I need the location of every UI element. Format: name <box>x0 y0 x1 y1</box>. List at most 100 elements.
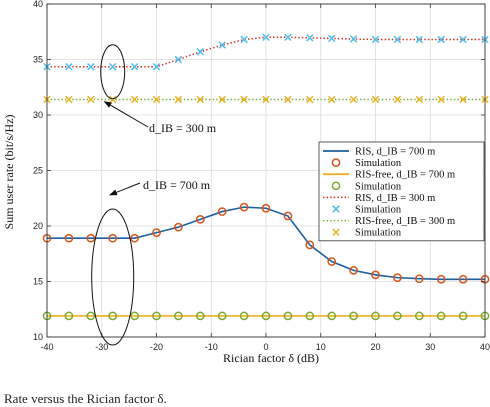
series-5-point <box>152 62 161 71</box>
series-7-point-stroke-b <box>349 95 358 104</box>
series-3-point <box>86 311 96 321</box>
legend-entry-4: RIS, d_IB = 300 m <box>355 193 435 204</box>
ellipse-700m <box>91 208 135 346</box>
series-3-point <box>327 311 337 321</box>
series-7-point <box>240 95 248 104</box>
legend-swatch-3 <box>331 181 341 191</box>
x-tick-label: -20 <box>150 342 163 352</box>
series-7-point <box>218 95 226 104</box>
series-7-point <box>306 95 314 104</box>
series-3-point <box>64 311 74 321</box>
series-0 <box>47 206 485 281</box>
series-3-point <box>130 311 139 321</box>
series-7-point <box>349 95 358 104</box>
series-1-point <box>261 203 271 213</box>
y-tick-label: 10 <box>33 332 43 342</box>
series-1-point <box>414 274 424 284</box>
series-7-point-stroke-b <box>240 95 248 104</box>
series-5-point <box>262 33 270 42</box>
series-1-point <box>108 233 118 243</box>
x-tick-label: -30 <box>95 342 108 352</box>
ellipse-300m <box>100 44 126 100</box>
series-layer <box>42 33 490 321</box>
series-0-line <box>47 206 485 281</box>
series-5 <box>43 33 489 71</box>
series-7-point <box>196 95 205 104</box>
series-3-point <box>108 311 118 321</box>
series-5-point <box>130 62 139 71</box>
series-5-point <box>371 35 380 44</box>
series-1-point <box>174 222 183 232</box>
series-1-point <box>327 257 337 266</box>
series-5-point <box>393 35 402 44</box>
series-1-point <box>239 202 249 212</box>
series-5-point <box>459 35 467 44</box>
series-5-point <box>349 35 358 43</box>
series-5-point <box>240 35 248 44</box>
series-1-point <box>458 274 468 284</box>
series-7-point <box>327 95 336 104</box>
legend-entry-5: Simulation <box>355 205 402 216</box>
series-1-point <box>305 240 315 250</box>
series-7-point <box>65 95 73 104</box>
y-tick-label: 15 <box>33 277 43 287</box>
series-1-point <box>349 266 358 275</box>
y-axis-label: Sum user rate (bit/s/Hz) <box>2 115 16 230</box>
series-7-point-stroke-b <box>393 95 402 104</box>
series-5-point-stroke-b <box>284 33 292 42</box>
annotation-700m: d_IB = 700 m <box>143 178 211 192</box>
series-7-point <box>459 95 467 104</box>
legend-entry-0: RIS, d_IB = 700 m <box>355 147 435 158</box>
series-7-point-stroke-b <box>459 95 467 104</box>
series-5-point-stroke-b <box>174 55 183 64</box>
series-5-point <box>218 41 226 49</box>
plot-frame <box>46 3 486 338</box>
series-5-point-stroke-b <box>459 35 467 44</box>
series-5-point <box>196 47 205 56</box>
series-3-point <box>371 311 380 321</box>
legend-entry-3: Simulation <box>355 181 402 192</box>
legend-box <box>318 141 485 242</box>
series-7-point-stroke-b <box>327 95 336 104</box>
series-7-point-stroke-b <box>174 95 183 104</box>
series-7-point <box>108 95 117 104</box>
legend-entry-6: RIS-free, d_IB = 300 m <box>355 216 455 227</box>
series-5-point <box>306 34 314 42</box>
series-3-point <box>305 311 315 321</box>
series-3-point <box>436 311 446 321</box>
series-7-point <box>393 95 402 104</box>
series-5-point <box>174 55 183 64</box>
series-5-point <box>327 34 336 43</box>
y-tick-label: 25 <box>33 166 43 176</box>
series-7-point <box>152 95 161 104</box>
series-5-point-stroke-b <box>393 35 402 44</box>
legend-swatch-7 <box>332 228 340 236</box>
series-7-point <box>174 95 183 104</box>
series-5-point-stroke-b <box>240 35 248 44</box>
series-5-point-stroke-b <box>349 35 358 43</box>
arrow-300m <box>103 101 149 128</box>
series-5-point-stroke-b <box>437 35 445 44</box>
y-tick-label: 30 <box>33 110 43 120</box>
series-3-point <box>195 311 205 321</box>
legend-entry-2: RIS-free, d_IB = 700 m <box>355 170 455 181</box>
series-7-point-stroke-b <box>437 95 445 104</box>
legend-entry-1: Simulation <box>355 158 402 169</box>
series-7 <box>43 95 489 104</box>
annotations: d_IB = 300 m d_IB = 700 m <box>91 44 217 346</box>
series-5-point-stroke-b <box>108 62 117 71</box>
annotation-300m: d_IB = 300 m <box>149 121 217 135</box>
series-5-point-stroke-b <box>196 47 205 56</box>
series-3-point <box>239 311 249 321</box>
x-tick-label: 0 <box>263 342 268 352</box>
x-tick-label: 10 <box>316 342 326 352</box>
y-tick-label: 35 <box>33 55 43 65</box>
series-5-point <box>415 35 424 44</box>
series-3-point <box>152 311 161 321</box>
series-7-point <box>371 95 380 104</box>
axes: -40 -30 -20 -10 0 10 20 30 40 10 15 20 25 30 35 40 <box>33 0 490 352</box>
series-5-point <box>65 62 73 71</box>
series-3-point <box>174 311 183 321</box>
